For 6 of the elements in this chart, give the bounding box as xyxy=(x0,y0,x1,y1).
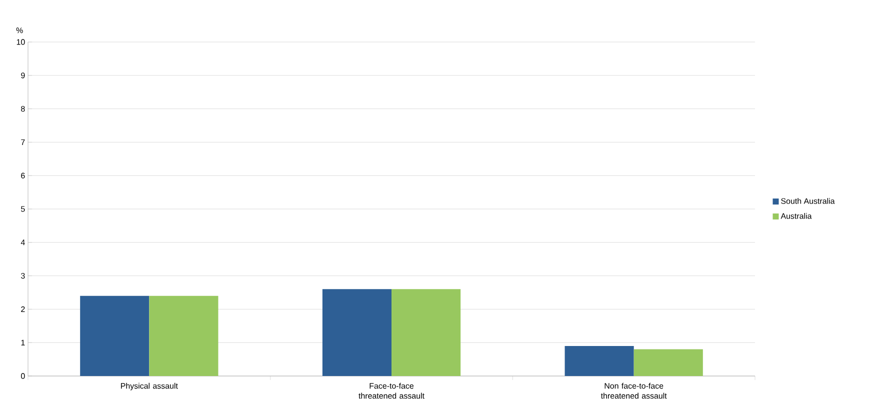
bar xyxy=(392,289,461,376)
bar xyxy=(564,346,634,376)
bar xyxy=(322,289,392,376)
bar xyxy=(149,296,218,376)
bar xyxy=(80,296,150,376)
bar xyxy=(634,349,703,376)
